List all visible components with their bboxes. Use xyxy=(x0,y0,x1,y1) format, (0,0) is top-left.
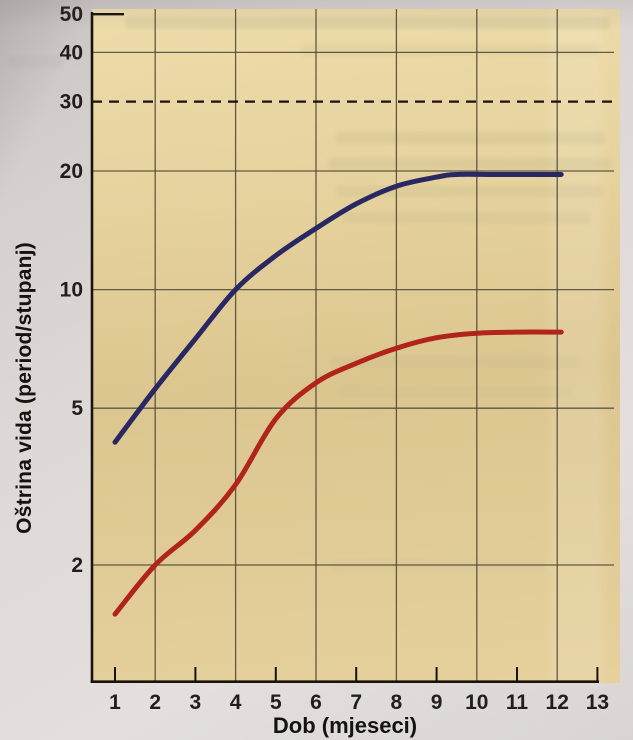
lower-curve-red xyxy=(112,329,564,617)
x-tick-label-1: 1 xyxy=(109,691,121,714)
x-tick-label-10: 10 xyxy=(465,691,488,714)
bleedthrough-smudge xyxy=(8,56,63,68)
y-tick-label-2: 2 xyxy=(71,554,83,577)
y-tick-label-10: 10 xyxy=(60,279,83,302)
bleedthrough-smudge xyxy=(342,212,590,224)
bleedthrough-smudge xyxy=(330,356,580,368)
x-tick-label-9: 9 xyxy=(431,691,443,714)
x-tick-label-3: 3 xyxy=(190,691,202,714)
y-tick-label-30: 30 xyxy=(60,91,83,114)
x-tick-label-12: 12 xyxy=(546,691,569,714)
y-tick-label-5: 5 xyxy=(71,397,83,420)
scan-light-band xyxy=(550,9,604,683)
y-tick-label-20: 20 xyxy=(60,160,83,183)
x-tick-label-2: 2 xyxy=(149,691,161,714)
x-axis-title: Dob (mjeseci) xyxy=(272,713,418,738)
x-tick-label-4: 4 xyxy=(230,691,242,714)
bleedthrough-smudge xyxy=(330,560,545,572)
y-tick-label-50: 50 xyxy=(60,3,83,26)
bleedthrough-smudge xyxy=(336,386,574,398)
x-tick-label-8: 8 xyxy=(391,691,403,714)
plot-area-background xyxy=(92,9,620,683)
y-axis-title: Oštrina vida (period/stupanj) xyxy=(13,242,36,534)
x-tick-label-7: 7 xyxy=(350,691,362,714)
bleedthrough-smudge xyxy=(328,158,610,170)
y-tick-label-40: 40 xyxy=(60,41,83,64)
x-tick-label-11: 11 xyxy=(506,691,529,714)
bleedthrough-smudge xyxy=(335,132,605,144)
bleedthrough-smudge xyxy=(336,185,604,197)
x-tick-label-6: 6 xyxy=(310,691,322,714)
upper-curve-blue xyxy=(112,171,564,445)
x-tick-label-13: 13 xyxy=(586,691,609,714)
bleedthrough-smudge xyxy=(125,17,610,29)
x-tick-label-5: 5 xyxy=(270,691,282,714)
